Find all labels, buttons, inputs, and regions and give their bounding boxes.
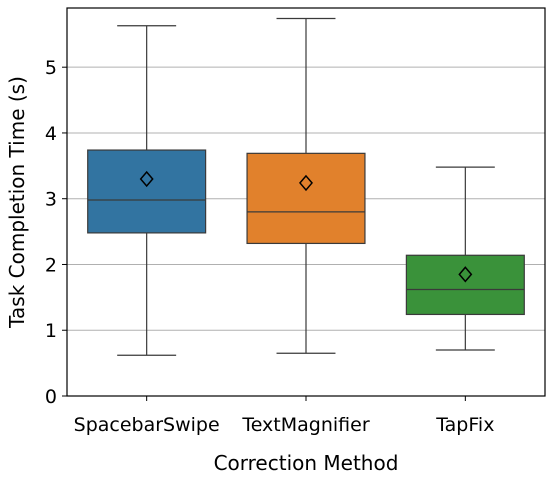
mean-marker [299, 174, 313, 192]
box-textmagnifier [246, 17, 366, 354]
mean-marker [458, 266, 473, 283]
mean-marker [139, 170, 154, 188]
y-tick-label: 2 [45, 254, 57, 276]
x-axis-ticks: SpacebarSwipe TextMagnifier TapFix [74, 396, 494, 436]
box-spacebarswipe [87, 25, 207, 356]
iqr-box [87, 149, 207, 234]
y-tick-label: 4 [45, 123, 57, 145]
x-tick-label: SpacebarSwipe [74, 414, 220, 436]
x-tick-label: TextMagnifier [241, 414, 370, 436]
y-tick-label: 5 [45, 57, 57, 79]
box-tapfix [405, 166, 525, 351]
x-axis-title: Correction Method [214, 451, 399, 475]
y-tick-label: 1 [45, 320, 57, 342]
y-axis-title: Task Completion Time (s) [5, 76, 29, 329]
y-tick-label: 3 [45, 189, 57, 211]
iqr-box [405, 254, 525, 316]
x-tick-label: TapFix [435, 414, 494, 436]
y-axis-ticks: 0 1 2 3 4 5 [45, 57, 67, 408]
box-series [87, 17, 525, 356]
y-tick-label: 0 [45, 386, 57, 408]
iqr-box [246, 152, 366, 245]
